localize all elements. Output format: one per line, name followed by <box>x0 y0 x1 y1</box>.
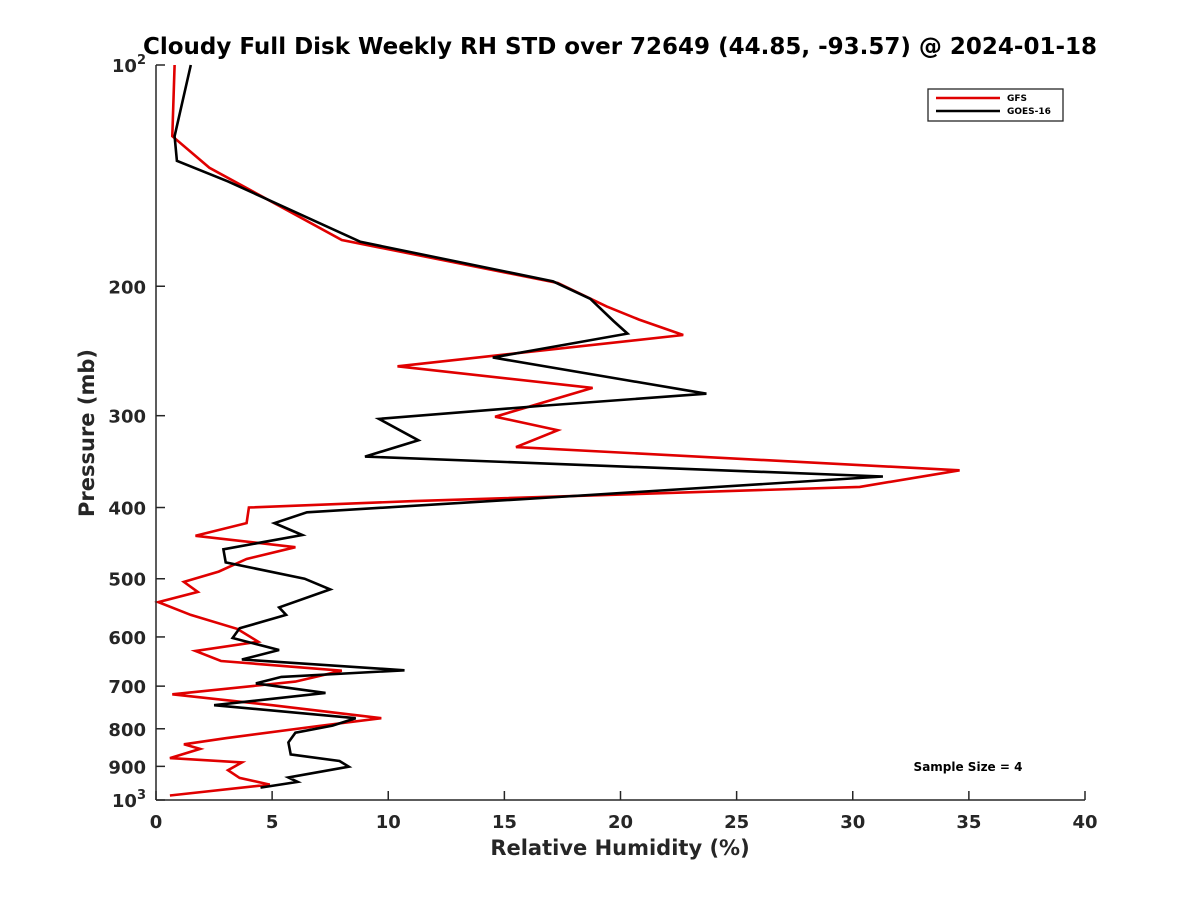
chart-title: Cloudy Full Disk Weekly RH STD over 7264… <box>143 34 1097 60</box>
y-tick-label: 600 <box>108 628 146 649</box>
y-tick-label: 300 <box>108 407 146 428</box>
series-line-goes-16 <box>173 64 883 789</box>
y-tick-label: 102 <box>112 53 146 77</box>
x-tick-label: 5 <box>266 812 279 833</box>
y-tick-label: 700 <box>108 677 146 698</box>
x-tick-label: 20 <box>608 812 633 833</box>
x-tick-label: 40 <box>1072 812 1097 833</box>
y-tick-label: 500 <box>108 570 146 591</box>
y-tick-label: 400 <box>108 499 146 520</box>
legend: GFS GOES-16 <box>927 88 1064 122</box>
x-tick-label: 15 <box>492 812 517 833</box>
plot-lines <box>154 64 960 797</box>
x-tick-label: 35 <box>956 812 981 833</box>
sample-size-annotation: Sample Size = 4 <box>914 760 1023 774</box>
y-tick-label: 200 <box>108 277 146 298</box>
legend-label-gfs: GFS <box>1007 94 1027 104</box>
axes: 0 5 10 15 20 25 30 35 40 102 200 300 400 500 600 700 800… <box>108 53 1097 833</box>
x-tick-label: 30 <box>840 812 865 833</box>
y-tick-label: 800 <box>108 720 146 741</box>
x-axis-label: Relative Humidity (%) <box>490 836 749 860</box>
legend-label-goes-16: GOES-16 <box>1007 107 1051 117</box>
y-tick-label: 900 <box>108 757 146 778</box>
x-tick-label: 25 <box>724 812 749 833</box>
y-tick-label: 103 <box>112 788 146 812</box>
x-tick-label: 0 <box>150 812 163 833</box>
legend-box <box>927 88 1064 122</box>
y-axis-label: Pressure (mb) <box>75 349 99 517</box>
series-line-gfs <box>154 64 960 797</box>
x-tick-label: 10 <box>376 812 401 833</box>
